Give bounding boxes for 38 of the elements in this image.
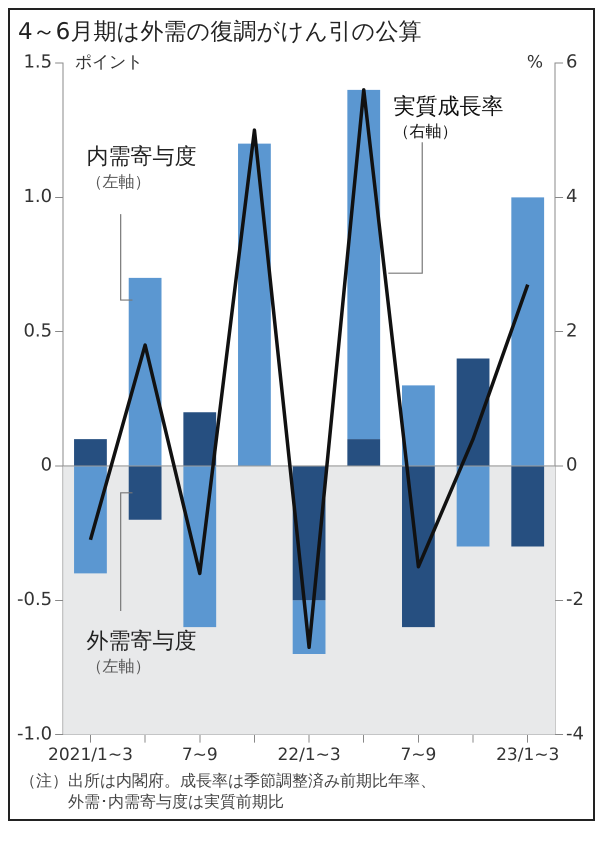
y2-tick-label: 0 xyxy=(566,454,578,476)
y2-axis-title: % xyxy=(526,52,544,72)
bar xyxy=(402,385,435,466)
x-tick-label: 7~9 xyxy=(400,745,436,766)
series-label: 実質成長率（右軸） xyxy=(394,94,504,141)
bar xyxy=(74,439,107,466)
bar xyxy=(347,439,380,466)
bar xyxy=(183,412,216,466)
y-axis-title: ポイント xyxy=(75,52,144,72)
y-tick-label: -0.5 xyxy=(16,588,52,610)
y-tick-label: -1.0 xyxy=(16,723,52,744)
y-tick-label: 0 xyxy=(40,454,52,476)
y2-tick-label: -2 xyxy=(566,588,584,610)
y2-tick-label: -4 xyxy=(566,723,584,744)
y-tick-label: 0.5 xyxy=(23,320,52,342)
series-label: 内需寄与度（左軸） xyxy=(86,144,197,192)
x-tick-label: 2021/1~3 xyxy=(48,745,133,766)
x-tick-label: 23/1~3 xyxy=(496,745,560,766)
bar xyxy=(511,466,544,547)
x-tick-label: 7~9 xyxy=(182,745,218,766)
bar xyxy=(511,197,544,466)
y-tick-label: 1.0 xyxy=(23,186,52,207)
y2-tick-label: 2 xyxy=(566,320,578,342)
bar xyxy=(128,278,162,466)
bar xyxy=(456,358,490,466)
y2-tick-label: 4 xyxy=(566,186,578,207)
y-tick-label: 1.5 xyxy=(23,52,52,73)
bar xyxy=(128,466,162,520)
text: 外需寄与度（左軸） xyxy=(86,628,197,676)
text: （注）出所は内閣府。成長率は季節調整済み前期比年率、外需･内需寄与度は実質前期比 xyxy=(20,771,437,813)
bar xyxy=(456,466,490,547)
bar xyxy=(238,144,271,466)
x-tick-label: 22/1~3 xyxy=(277,745,341,766)
bar xyxy=(74,466,107,574)
bar xyxy=(347,90,380,440)
bar xyxy=(402,466,435,628)
chart-title: 4～6月期は外需の復調がけん引の公算 xyxy=(17,18,422,47)
y2-tick-label: 6 xyxy=(566,52,578,73)
